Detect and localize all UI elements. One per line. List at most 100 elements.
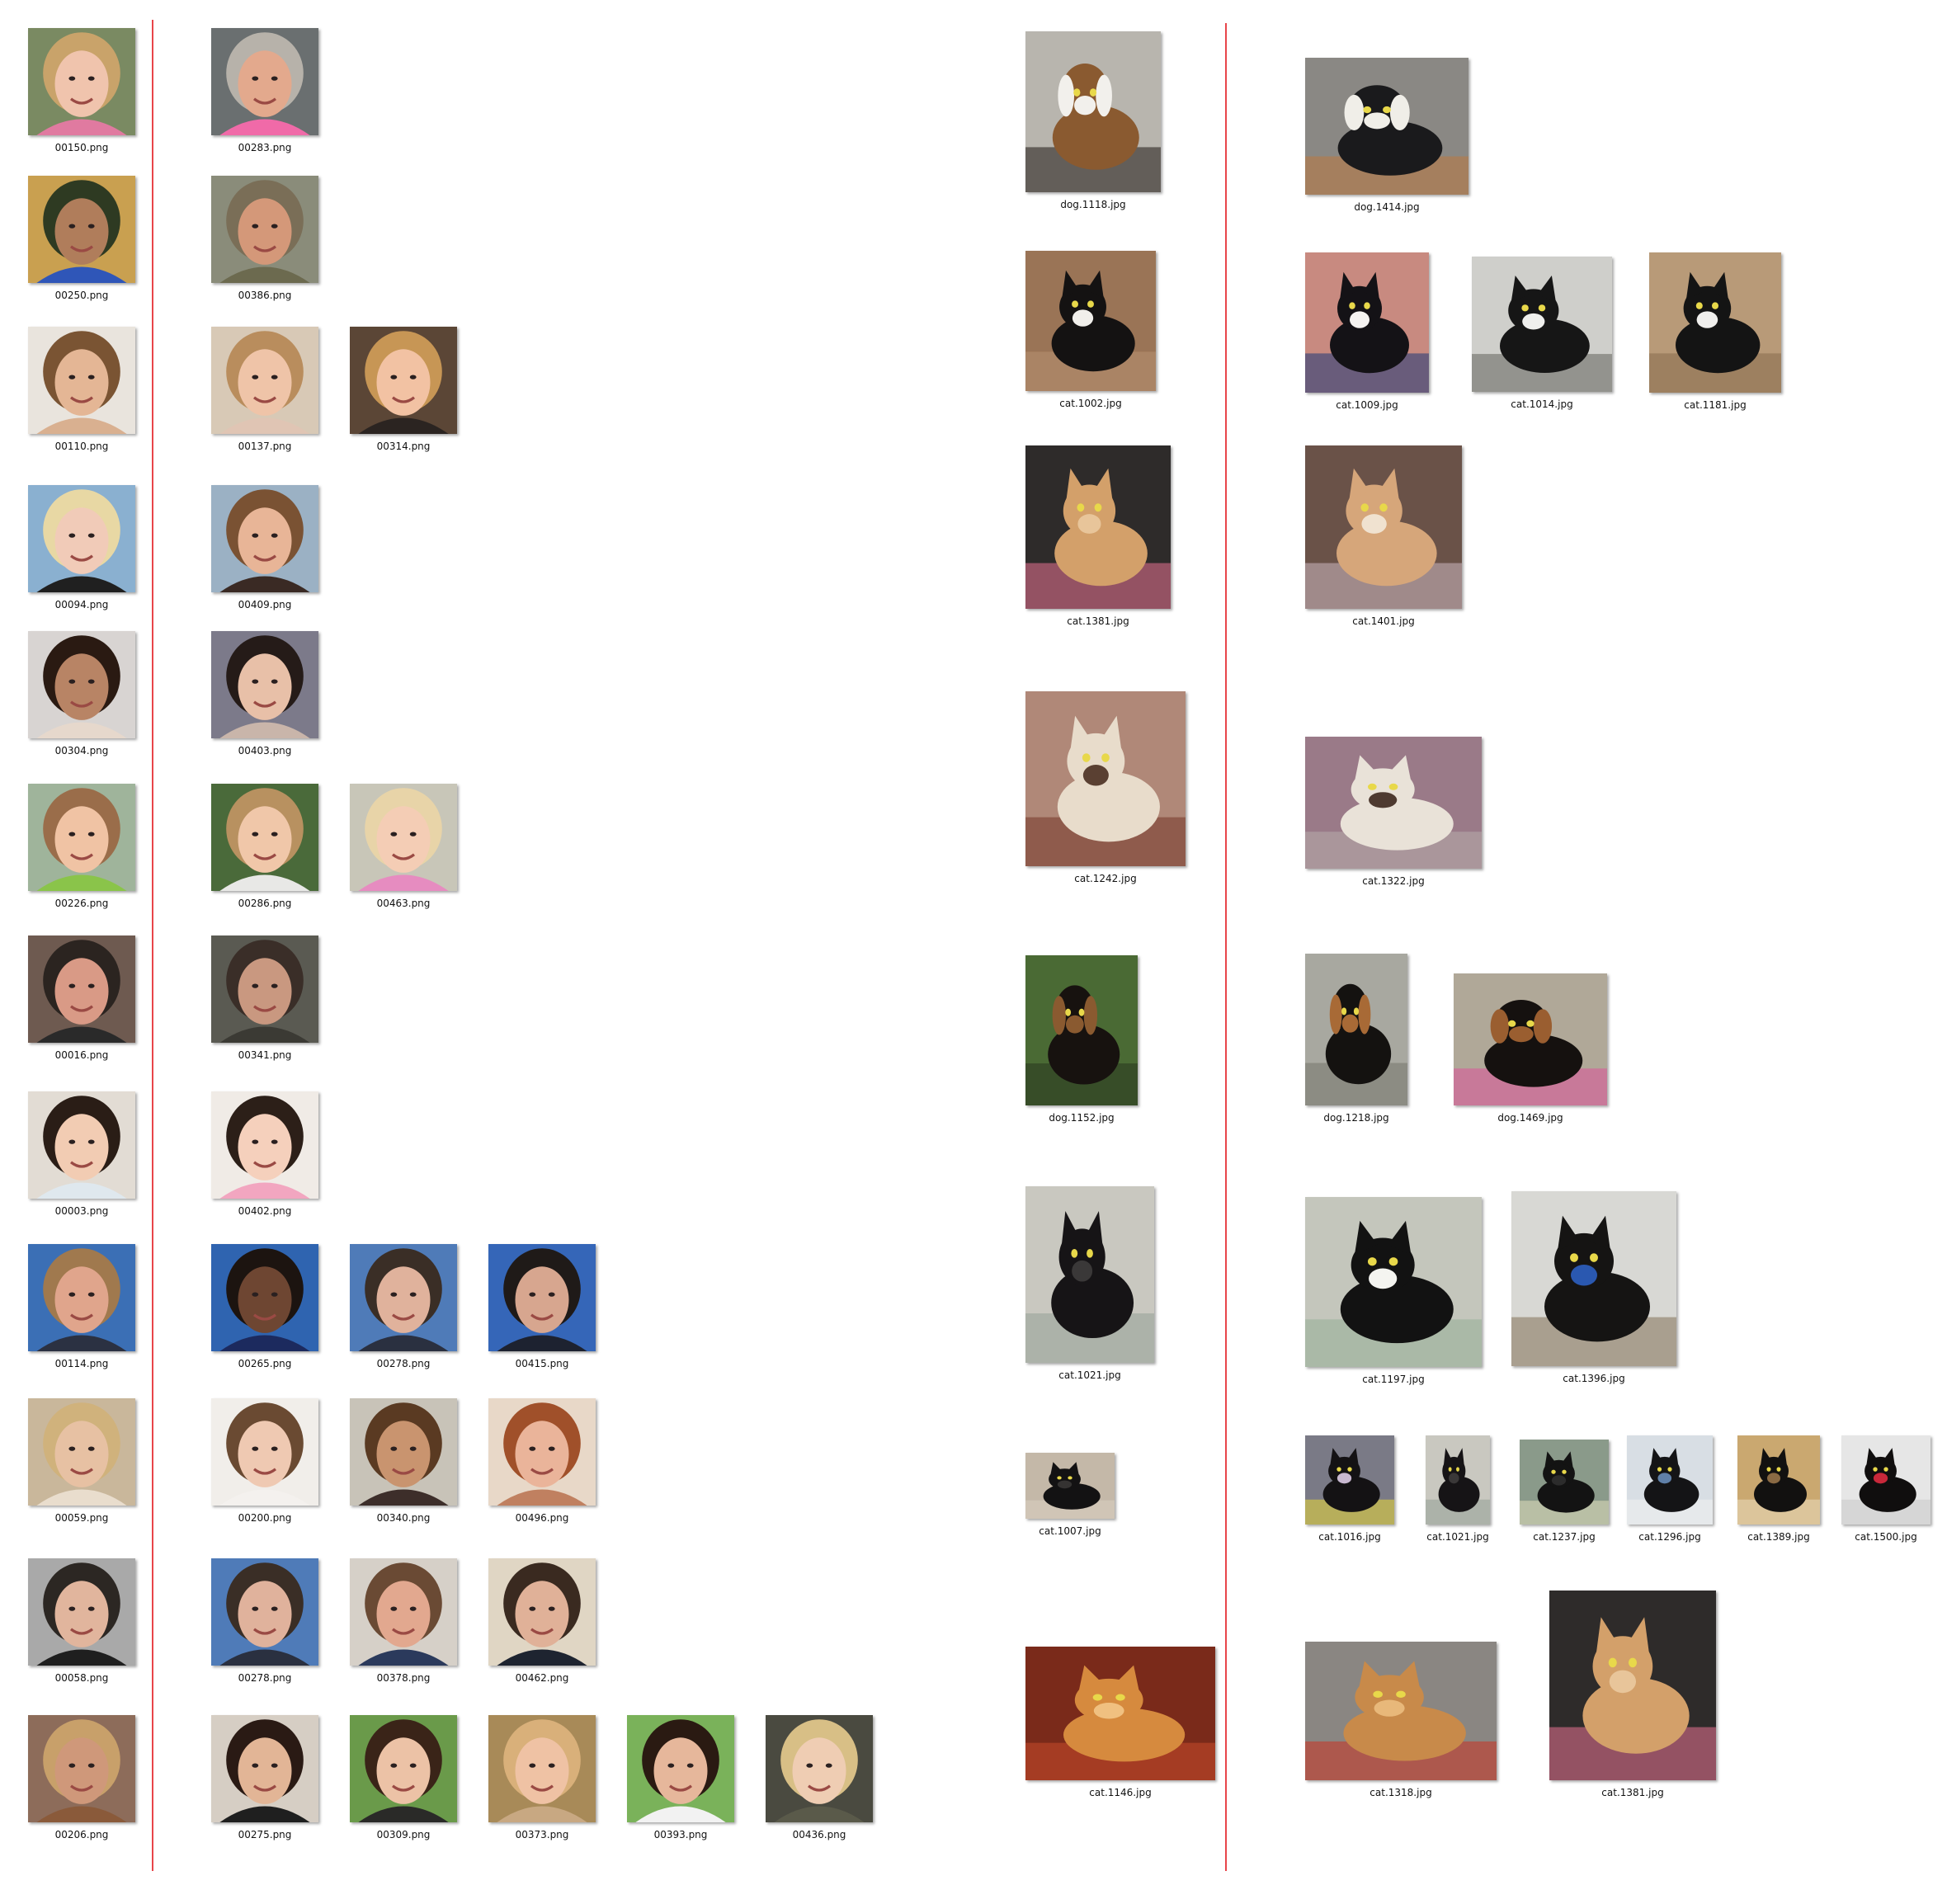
cat-tuxedo-staring-thumbnail[interactable] — [1649, 252, 1781, 393]
pet-match-tile[interactable]: cat.1014.jpg — [1472, 257, 1612, 392]
face-match-tile[interactable]: 00403.png — [211, 631, 318, 738]
face-woman-grad-cap-thumbnail[interactable] — [28, 485, 135, 592]
face-older-woman-thumbnail[interactable] — [211, 28, 318, 135]
pet-match-tile[interactable]: cat.1389.jpg — [1737, 1435, 1820, 1525]
face-query-tile[interactable]: 00003.png — [28, 1091, 135, 1199]
cat-tuxedo-thumbnail[interactable] — [1025, 251, 1156, 391]
face-query-tile[interactable]: 00059.png — [28, 1398, 135, 1506]
face-match-tile[interactable]: 00463.png — [350, 784, 457, 891]
face-query-tile[interactable]: 00110.png — [28, 327, 135, 434]
pet-match-tile[interactable]: dog.1414.jpg — [1305, 58, 1468, 195]
cat-black-window-thumbnail[interactable] — [1627, 1435, 1713, 1525]
face-man-portrait-thumbnail[interactable] — [211, 1558, 318, 1666]
face-woman-red-hair-thumbnail[interactable] — [488, 1398, 596, 1506]
cat-orange-arched-thumbnail[interactable] — [1305, 1642, 1497, 1780]
face-match-tile[interactable]: 00265.png — [211, 1244, 318, 1351]
pet-query-tile[interactable]: cat.1007.jpg — [1025, 1453, 1115, 1519]
face-match-tile[interactable]: 00409.png — [211, 485, 318, 592]
face-toddler-pink-thumbnail[interactable] — [350, 784, 457, 891]
face-match-tile[interactable]: 00314.png — [350, 327, 457, 434]
face-woman-dark-hair-thumbnail[interactable] — [211, 631, 318, 738]
face-query-tile[interactable]: 00226.png — [28, 784, 135, 891]
pet-query-tile[interactable]: cat.1002.jpg — [1025, 251, 1156, 391]
dog-rottweiler-thumbnail[interactable] — [1025, 955, 1138, 1105]
face-woman-asian-thumbnail[interactable] — [28, 327, 135, 434]
face-man-goatee-thumbnail[interactable] — [488, 1244, 596, 1351]
face-query-tile[interactable]: 00114.png — [28, 1244, 135, 1351]
face-query-tile[interactable]: 00206.png — [28, 1715, 135, 1822]
cat-siamese-lying-thumbnail[interactable] — [1305, 737, 1482, 869]
face-man-jacket-thumbnail[interactable] — [28, 1558, 135, 1666]
face-match-tile[interactable]: 00309.png — [350, 1715, 457, 1822]
face-woman-outdoor-thumbnail[interactable] — [350, 1715, 457, 1822]
cat-black-small-thumbnail[interactable] — [1025, 1453, 1115, 1519]
dog-beagle-thumbnail[interactable] — [1025, 31, 1161, 192]
dog-rottweiler-sitting-thumbnail[interactable] — [1454, 973, 1607, 1105]
face-match-tile[interactable]: 00436.png — [766, 1715, 873, 1822]
pet-query-tile[interactable]: cat.1242.jpg — [1025, 691, 1186, 866]
face-man-portrait-thumbnail[interactable] — [350, 1244, 457, 1351]
face-query-tile[interactable]: 00016.png — [28, 936, 135, 1043]
face-match-tile[interactable]: 00378.png — [350, 1558, 457, 1666]
face-query-tile[interactable]: 00304.png — [28, 631, 135, 738]
face-woman-smiling-thumbnail[interactable] — [350, 1398, 457, 1506]
pet-match-tile[interactable]: cat.1396.jpg — [1511, 1191, 1676, 1366]
face-woman-light-thumbnail[interactable] — [211, 1398, 318, 1506]
face-query-tile[interactable]: 00094.png — [28, 485, 135, 592]
cat-tuxedo-face-thumbnail[interactable] — [1472, 257, 1612, 392]
face-man-smiling-thumbnail[interactable] — [211, 1244, 318, 1351]
face-woman-asian-smile-thumbnail[interactable] — [627, 1715, 734, 1822]
face-baby-asian-thumbnail[interactable] — [28, 1091, 135, 1199]
face-match-tile[interactable]: 00278.png — [211, 1558, 318, 1666]
cat-tuxedo-held-thumbnail[interactable] — [1305, 252, 1429, 393]
face-woman-blonde-smile-thumbnail[interactable] — [488, 1715, 596, 1822]
face-match-tile[interactable]: 00275.png — [211, 1715, 318, 1822]
face-match-tile[interactable]: 00340.png — [350, 1398, 457, 1506]
face-woman-makeup-thumbnail[interactable] — [28, 631, 135, 738]
pet-match-tile[interactable]: cat.1021.jpg — [1426, 1435, 1490, 1525]
face-match-tile[interactable]: 00286.png — [211, 784, 318, 891]
face-match-tile[interactable]: 00393.png — [627, 1715, 734, 1822]
face-match-tile[interactable]: 00278.png — [350, 1244, 457, 1351]
pet-query-tile[interactable]: cat.1146.jpg — [1025, 1647, 1215, 1780]
pet-match-tile[interactable]: dog.1218.jpg — [1305, 954, 1407, 1105]
face-match-tile[interactable]: 00200.png — [211, 1398, 318, 1506]
pet-match-tile[interactable]: cat.1009.jpg — [1305, 252, 1429, 393]
cat-orange-standing-thumbnail[interactable] — [1305, 445, 1462, 609]
cat-orange-tabby-thumbnail[interactable] — [1025, 445, 1171, 609]
face-woman-round-thumbnail[interactable] — [350, 327, 457, 434]
face-match-tile[interactable]: 00373.png — [488, 1715, 596, 1822]
face-toddler-thumbnail[interactable] — [28, 784, 135, 891]
dog-beagle-sniffing-thumbnail[interactable] — [1305, 58, 1468, 195]
pet-match-tile[interactable]: cat.1322.jpg — [1305, 737, 1482, 869]
cat-black-face-thumbnail[interactable] — [1305, 1435, 1394, 1525]
face-match-tile[interactable]: 00283.png — [211, 28, 318, 135]
face-woman-fair-hair-thumbnail[interactable] — [766, 1715, 873, 1822]
face-match-tile[interactable]: 00386.png — [211, 176, 318, 283]
pet-query-tile[interactable]: dog.1118.jpg — [1025, 31, 1161, 192]
face-match-tile[interactable]: 00341.png — [211, 936, 318, 1043]
pet-match-tile[interactable]: cat.1181.jpg — [1649, 252, 1781, 393]
pet-match-tile[interactable]: cat.1016.jpg — [1305, 1435, 1394, 1525]
pet-query-tile[interactable]: dog.1152.jpg — [1025, 955, 1138, 1105]
face-boy-hat-glasses-thumbnail[interactable] — [28, 176, 135, 283]
pet-match-tile[interactable]: cat.1296.jpg — [1627, 1435, 1713, 1525]
face-match-tile[interactable]: 00496.png — [488, 1398, 596, 1506]
face-woman-braids-thumbnail[interactable] — [28, 1715, 135, 1822]
cat-black-closeup-thumbnail[interactable] — [1520, 1440, 1609, 1525]
face-query-tile[interactable]: 00250.png — [28, 176, 135, 283]
face-man-glasses-thumbnail[interactable] — [488, 1558, 596, 1666]
face-man-hat-thumbnail[interactable] — [211, 176, 318, 283]
cat-orange-sleeping-thumbnail[interactable] — [1025, 1647, 1215, 1780]
cat-black-fluffy-thumbnail[interactable] — [1841, 1435, 1930, 1525]
face-girl-blonde-thumbnail[interactable] — [28, 28, 135, 135]
face-man-older-thumbnail[interactable] — [211, 936, 318, 1043]
pet-match-tile[interactable]: cat.1318.jpg — [1305, 1642, 1497, 1780]
face-man-mustache-thumbnail[interactable] — [350, 1558, 457, 1666]
face-match-tile[interactable]: 00137.png — [211, 327, 318, 434]
pet-match-tile[interactable]: cat.1401.jpg — [1305, 445, 1462, 609]
face-query-tile[interactable]: 00058.png — [28, 1558, 135, 1666]
cat-black-thumbnail[interactable] — [1025, 1186, 1154, 1363]
face-baby-girl-thumbnail[interactable] — [211, 1091, 318, 1199]
cat-black-standing-thumbnail[interactable] — [1511, 1191, 1676, 1366]
